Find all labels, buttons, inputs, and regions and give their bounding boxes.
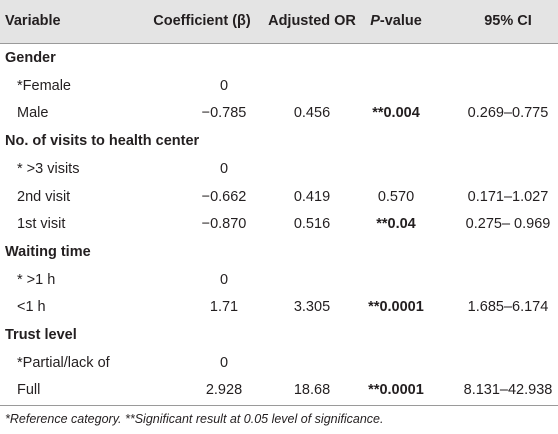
group-header-row: Trust level — [0, 322, 558, 349]
group-label: Waiting time — [5, 243, 91, 260]
header-p-suffix: -value — [379, 13, 422, 29]
table-row: 2nd visit −0.662 0.419 0.570 0.171–1.027 — [0, 184, 558, 211]
adjusted-or-cell: 0.516 — [293, 216, 331, 233]
p-value-cell — [346, 267, 446, 294]
adjusted-or-cell: 3.305 — [293, 299, 331, 316]
variable-cell: *Female — [17, 77, 71, 94]
coefficient-cell: 1.71 — [209, 299, 239, 316]
coefficient-cell: −0.785 — [201, 105, 247, 122]
table-header: Variable Coefficient (β) Adjusted OR P-v… — [0, 0, 558, 44]
ci-cell: 1.685–6.174 — [467, 299, 549, 316]
ci-cell: 8.131–42.938 — [463, 382, 553, 399]
table-row: *Female 0 — [0, 73, 558, 100]
ci-cell — [458, 156, 558, 183]
header-adjusted-or: Adjusted OR — [268, 13, 356, 29]
coefficient-cell: 2.928 — [205, 382, 243, 399]
coefficient-cell: 0 — [219, 160, 229, 177]
ci-cell — [458, 267, 558, 294]
adjusted-or-cell: 18.68 — [293, 382, 331, 399]
header-coefficient: Coefficient (β) — [153, 13, 251, 29]
p-value-cell: **0.04 — [376, 216, 416, 233]
variable-cell: * >1 h — [17, 271, 56, 288]
variable-cell: Full — [17, 382, 41, 399]
variable-cell: * >3 visits — [17, 160, 80, 177]
header-p-value: P-value — [346, 0, 446, 43]
p-value-cell — [346, 350, 446, 377]
header-variable: Variable — [5, 13, 61, 29]
p-value-cell: **0.0001 — [368, 382, 424, 399]
adjusted-or-cell: 0.419 — [293, 188, 331, 205]
table-row: * >3 visits 0 — [0, 156, 558, 183]
p-value-cell: 0.570 — [377, 188, 415, 205]
p-value-cell — [346, 73, 446, 100]
coefficient-cell: 0 — [219, 77, 229, 94]
coefficient-cell: 0 — [219, 271, 229, 288]
table-row: Full 2.928 18.68 **0.0001 8.131–42.938 — [0, 377, 558, 404]
p-value-cell — [346, 156, 446, 183]
coefficient-cell: −0.662 — [201, 188, 247, 205]
table-footnote: *Reference category. **Significant resul… — [5, 412, 384, 426]
group-header-row: No. of visits to health center — [0, 128, 558, 155]
ci-cell — [458, 73, 558, 100]
ci-cell: 0.269–0.775 — [467, 105, 549, 122]
coefficient-cell: 0 — [219, 354, 229, 371]
ci-cell — [458, 350, 558, 377]
group-header-row: Gender — [0, 45, 558, 72]
table-row: 1st visit −0.870 0.516 **0.04 0.275– 0.969 — [0, 211, 558, 238]
variable-cell: Male — [17, 105, 49, 122]
variable-cell: <1 h — [17, 299, 46, 316]
header-ci: 95% CI — [484, 13, 532, 29]
table-row: *Partial/lack of 0 — [0, 350, 558, 377]
coefficient-cell: −0.870 — [201, 216, 247, 233]
p-value-cell: **0.0001 — [368, 299, 424, 316]
p-value-cell: **0.004 — [372, 105, 420, 122]
group-header-row: Waiting time — [0, 239, 558, 266]
variable-cell: 1st visit — [17, 216, 66, 233]
group-label: Trust level — [5, 327, 77, 343]
footnote-divider — [0, 405, 558, 406]
table-row: Male −0.785 0.456 **0.004 0.269–0.775 — [0, 100, 558, 127]
table-row: * >1 h 0 — [0, 267, 558, 294]
table-row: <1 h 1.71 3.305 **0.0001 1.685–6.174 — [0, 294, 558, 321]
ci-cell: 0.275– 0.969 — [465, 216, 551, 233]
variable-cell: *Partial/lack of — [17, 354, 110, 371]
adjusted-or-cell: 0.456 — [293, 105, 331, 122]
header-p-prefix: P — [370, 13, 380, 29]
group-label: Gender — [5, 50, 56, 66]
group-label: No. of visits to health center — [5, 133, 200, 150]
variable-cell: 2nd visit — [17, 188, 71, 205]
ci-cell: 0.171–1.027 — [467, 188, 549, 205]
